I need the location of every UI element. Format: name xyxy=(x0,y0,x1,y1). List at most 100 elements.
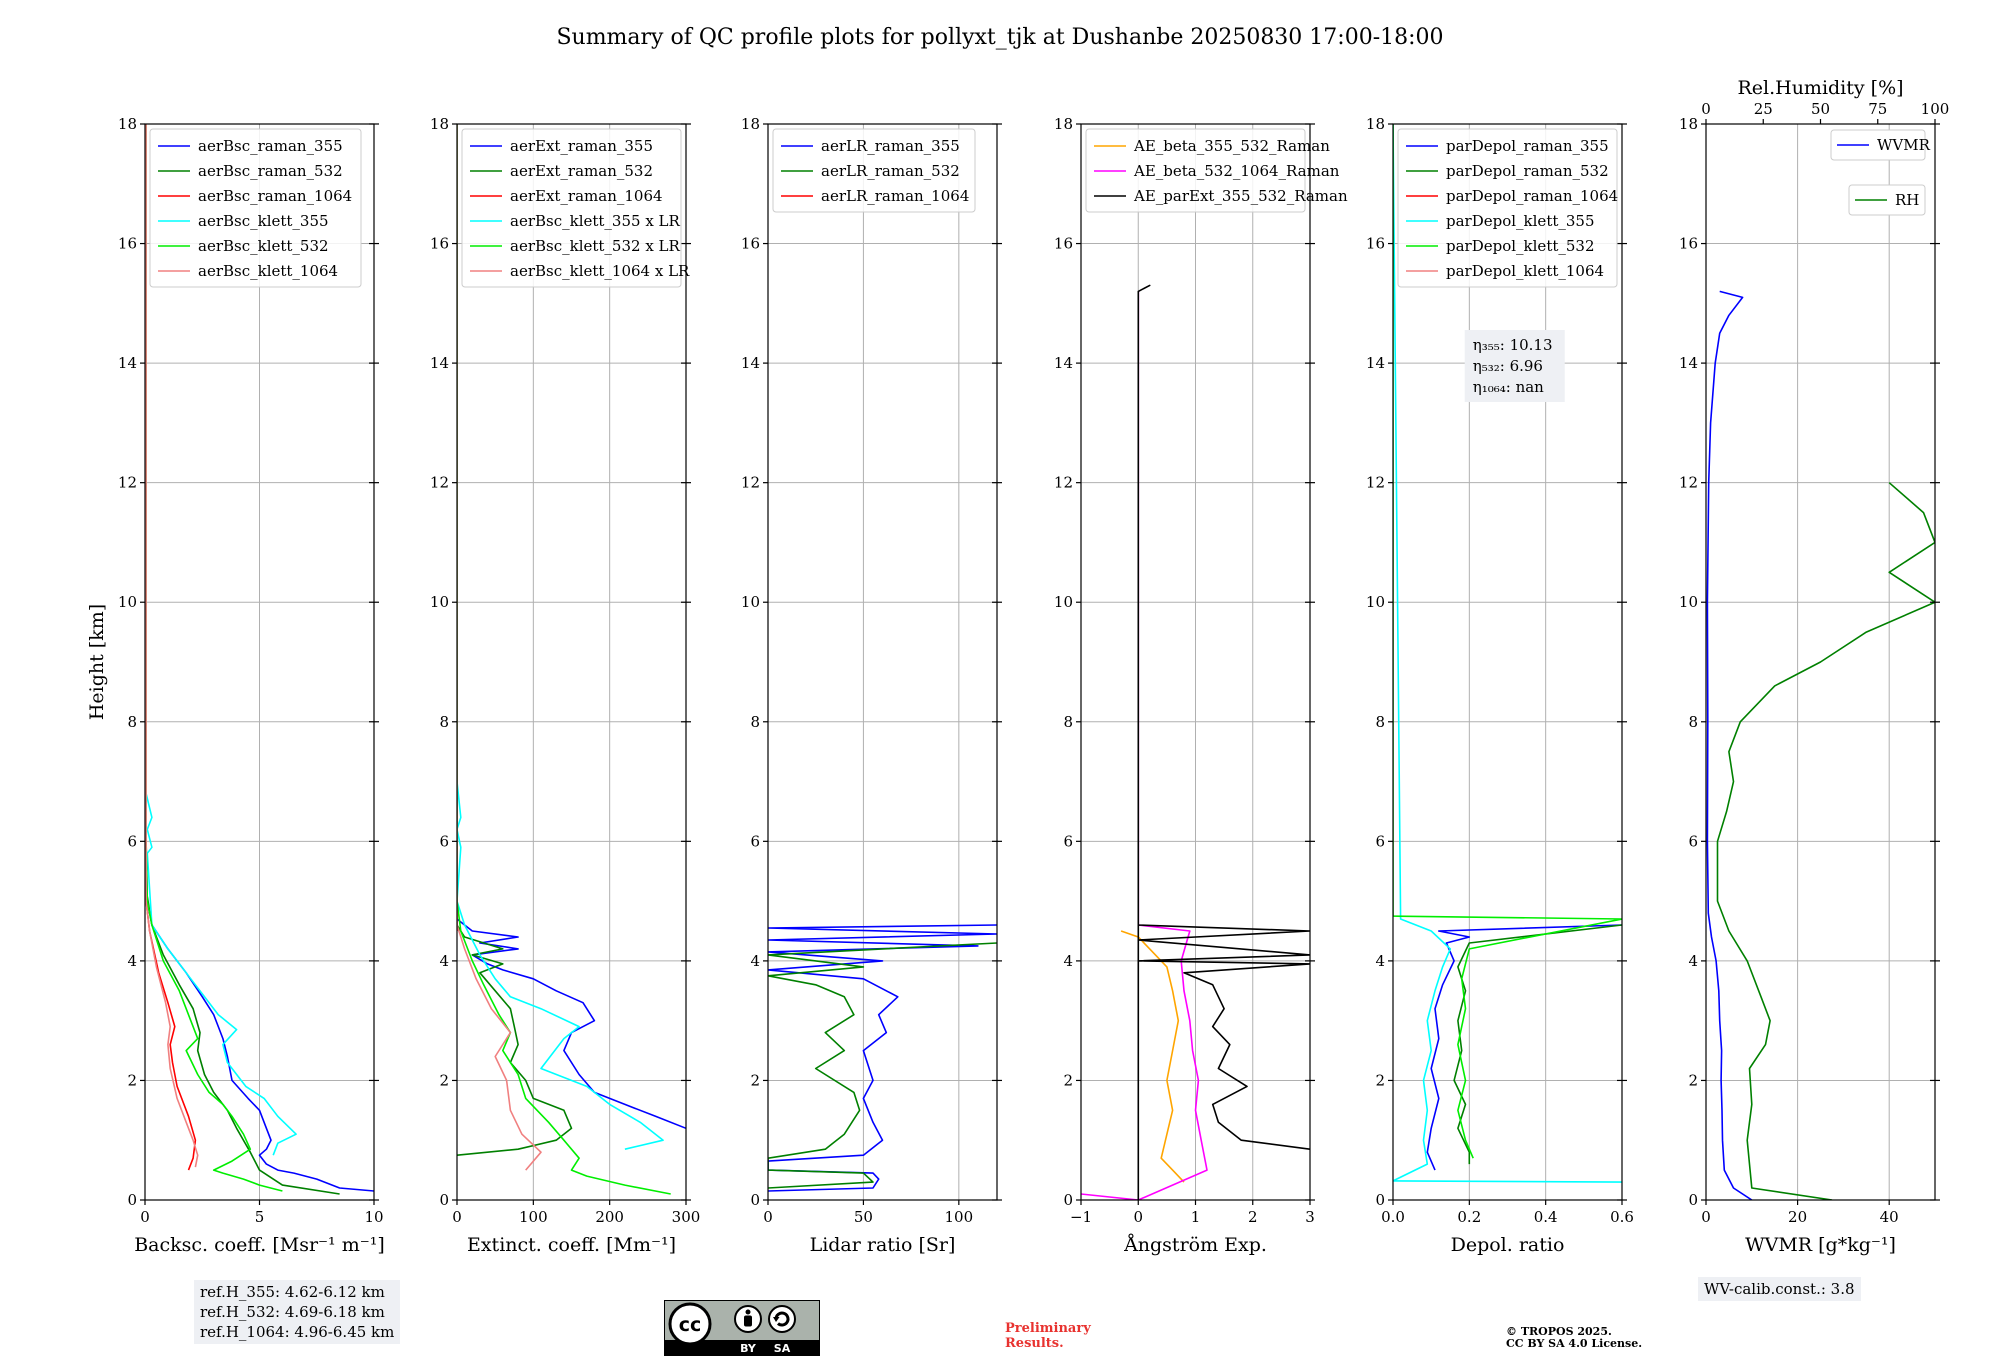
x-tick-label: 20 xyxy=(1788,1208,1807,1226)
y-tick-label: 16 xyxy=(1679,235,1698,253)
x-tick-label: −1 xyxy=(1070,1208,1092,1226)
legend-label-aerBsc_klett_1064: aerBsc_klett_1064 xyxy=(198,262,338,280)
series-line-parDepol_klett_355 xyxy=(1393,124,1622,1183)
y-tick-label: 2 xyxy=(1688,1071,1698,1089)
series-line-aerBsc_klett_532 x LR xyxy=(457,124,671,1195)
series-group xyxy=(457,124,686,1195)
series-line-aerBsc_klett_532 xyxy=(145,124,283,1192)
legend-label-parDepol_klett_532: parDepol_klett_532 xyxy=(1446,237,1595,255)
y-tick-label: 10 xyxy=(1054,593,1073,611)
y-tick-label: 12 xyxy=(1054,474,1073,492)
y-tick-label: 18 xyxy=(741,115,760,133)
annotation-line: η₃₅₅: 10.13 xyxy=(1473,336,1553,354)
y-tick-label: 12 xyxy=(1679,474,1698,492)
y-tick-label: 8 xyxy=(1688,713,1698,731)
y-tick-label: 0 xyxy=(1375,1191,1385,1209)
panel-ext: 0 2 4 6 8 10 12 14 16 18 0 100 200 300 Extinct. coeff.… xyxy=(430,115,700,1256)
legend-label-parDepol_raman_532: parDepol_raman_532 xyxy=(1446,162,1609,180)
x-tick-label: 0 xyxy=(1701,1208,1711,1226)
legend-label-RH: RH xyxy=(1895,191,1919,209)
y-tick-label: 18 xyxy=(1054,115,1073,133)
y-tick-label: 0 xyxy=(750,1191,760,1209)
y-tick-label: 12 xyxy=(430,474,449,492)
x-tick-label: 50 xyxy=(854,1208,873,1226)
x-axis-label: Depol. ratio xyxy=(1451,1234,1565,1256)
annotation-box xyxy=(1464,330,1565,402)
series-line-RH xyxy=(1716,482,1935,1200)
series-line-AE_parExt_355_532_Raman xyxy=(1137,284,1310,1200)
legend-label-parDepol_raman_1064: parDepol_raman_1064 xyxy=(1446,187,1618,205)
legend: aerLR_raman_355 aerLR_raman_532 aerLR_rama… xyxy=(772,128,976,213)
x-tick-label: 100 xyxy=(945,1208,974,1226)
x-axis-label: Ångström Exp. xyxy=(1123,1234,1267,1256)
series-line-parDepol_klett_532 xyxy=(1393,124,1622,1159)
series-line-parDepol_raman_532 xyxy=(1453,924,1622,1165)
y-tick-label: 12 xyxy=(741,474,760,492)
series-line-aerLR_raman_355 xyxy=(768,924,997,1192)
legend-label-aerBsc_klett_1064 x LR: aerBsc_klett_1064 x LR xyxy=(510,262,690,280)
x-tick-label: 10 xyxy=(364,1208,383,1226)
annotation-line: η₅₃₂: 6.96 xyxy=(1473,357,1543,375)
series-line-aerBsc_raman_532 xyxy=(145,124,340,1195)
x-tick-label: 200 xyxy=(595,1208,624,1226)
legend-frame xyxy=(1397,128,1618,288)
y-tick-label: 8 xyxy=(439,713,449,731)
top-x-tick-label: 75 xyxy=(1868,100,1887,118)
y-tick-label: 16 xyxy=(1366,235,1385,253)
legend-label-aerBsc_raman_532: aerBsc_raman_532 xyxy=(198,162,343,180)
legend-label-aerBsc_raman_1064: aerBsc_raman_1064 xyxy=(198,187,352,205)
x-tick-label: 0.4 xyxy=(1534,1208,1558,1226)
legend-label-AE_parExt_355_532_Raman: AE_parExt_355_532_Raman xyxy=(1133,187,1348,205)
y-tick-label: 16 xyxy=(118,235,137,253)
legend-frame xyxy=(461,128,682,288)
legend-label-aerExt_raman_355: aerExt_raman_355 xyxy=(510,137,653,155)
legend: aerExt_raman_355 aerExt_raman_532 aerExt_r… xyxy=(461,128,690,288)
y-tick-label: 6 xyxy=(127,832,137,850)
y-tick-label: 6 xyxy=(1375,832,1385,850)
ref-height-1064: ref.H_1064: 4.96-6.45 km xyxy=(200,1323,395,1341)
wv-calib-box: WV-calib.const.: 3.8 xyxy=(1698,1277,1861,1301)
legend-label-parDepol_klett_1064: parDepol_klett_1064 xyxy=(1446,262,1604,280)
y-tick-label: 4 xyxy=(439,952,449,970)
legend: parDepol_raman_355 parDepol_raman_532 parD… xyxy=(1397,128,1618,288)
legend-label-parDepol_raman_355: parDepol_raman_355 xyxy=(1446,137,1609,155)
y-tick-label: 10 xyxy=(1679,593,1698,611)
panel-lr: 0 2 4 6 8 10 12 14 16 18 0 50 100 Lidar ratio [Sr] aer… xyxy=(741,115,1002,1256)
y-tick-label: 14 xyxy=(741,354,760,372)
y-tick-label: 8 xyxy=(750,713,760,731)
wv-calib-text: WV-calib.const.: 3.8 xyxy=(1704,1280,1855,1298)
y-tick-label: 0 xyxy=(1063,1191,1073,1209)
y-tick-label: 0 xyxy=(1688,1191,1698,1209)
legend-label-aerBsc_klett_355 x LR: aerBsc_klett_355 x LR xyxy=(510,212,681,230)
x-tick-label: 0 xyxy=(1133,1208,1143,1226)
figure-title: Summary of QC profile plots for pollyxt_… xyxy=(556,25,1443,50)
y-tick-label: 16 xyxy=(1054,235,1073,253)
series-line-WVMR xyxy=(1706,290,1753,1200)
x-tick-label: 0 xyxy=(452,1208,462,1226)
y-tick-label: 6 xyxy=(439,832,449,850)
y-tick-label: 0 xyxy=(127,1191,137,1209)
legend-frame xyxy=(1830,129,1926,161)
top-x-axis-label: Rel.Humidity [%] xyxy=(1737,77,1903,99)
y-tick-label: 6 xyxy=(1063,832,1073,850)
y-tick-label: 10 xyxy=(1366,593,1385,611)
legend: WVMR xyxy=(1830,129,1931,161)
series-line-aerBsc_klett_355 x LR xyxy=(457,124,664,1150)
top-x-tick-label: 0 xyxy=(1701,100,1711,118)
y-tick-label: 8 xyxy=(1063,713,1073,731)
legend-label-aerBsc_klett_532: aerBsc_klett_532 xyxy=(198,237,329,255)
sa-share-icon xyxy=(768,1305,796,1333)
legend-label-AE_beta_355_532_Raman: AE_beta_355_532_Raman xyxy=(1133,137,1330,155)
legend-label-aerBsc_raman_355: aerBsc_raman_355 xyxy=(198,137,343,155)
y-axis-label: Height [km] xyxy=(86,604,108,720)
y-tick-label: 10 xyxy=(741,593,760,611)
axes-frame xyxy=(767,123,998,1201)
x-tick-label: 0.6 xyxy=(1610,1208,1634,1226)
x-tick-label: 300 xyxy=(672,1208,701,1226)
panel-depol: 0 2 4 6 8 10 12 14 16 18 0.0 0.2 0.4 0.6 Depol. ratio p… xyxy=(1366,115,1634,1256)
panel-bsc: 0 2 4 6 8 10 12 14 16 18 0 5 10 Backsc. coeff. [Msr⁻¹… xyxy=(86,115,385,1256)
x-tick-label: 1 xyxy=(1191,1208,1201,1226)
legend-frame xyxy=(772,128,976,213)
y-tick-label: 2 xyxy=(127,1071,137,1089)
